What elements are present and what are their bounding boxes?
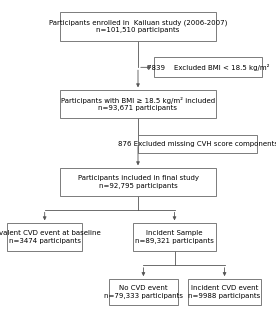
Text: Participants enrolled in  Kailuan study (2006-2007)
n=101,510 participants: Participants enrolled in Kailuan study (…: [49, 19, 227, 33]
Text: 876 Excluded missing CVH score components: 876 Excluded missing CVH score component…: [118, 141, 276, 147]
Text: Participants with BMI ≥ 18.5 kg/m² included
n=93,671 participants: Participants with BMI ≥ 18.5 kg/m² inclu…: [61, 97, 215, 111]
FancyBboxPatch shape: [60, 12, 216, 41]
Text: 7839    Excluded BMI < 18.5 kg/m²: 7839 Excluded BMI < 18.5 kg/m²: [147, 64, 270, 71]
Text: No CVD event
n=79,333 participants: No CVD event n=79,333 participants: [104, 285, 183, 299]
FancyBboxPatch shape: [188, 279, 261, 305]
Text: Incident CVD event
n=9988 participants: Incident CVD event n=9988 participants: [189, 285, 261, 299]
FancyBboxPatch shape: [7, 223, 82, 251]
Text: Incident Sample
n=89,321 participants: Incident Sample n=89,321 participants: [135, 230, 214, 244]
FancyBboxPatch shape: [138, 134, 257, 153]
FancyBboxPatch shape: [154, 57, 262, 77]
Text: Prevalent CVD event at baseline
n=3474 participants: Prevalent CVD event at baseline n=3474 p…: [0, 230, 101, 244]
FancyBboxPatch shape: [109, 279, 178, 305]
FancyBboxPatch shape: [60, 168, 216, 196]
FancyBboxPatch shape: [132, 223, 216, 251]
Text: Participants included in final study
n=92,795 participants: Participants included in final study n=9…: [78, 175, 198, 189]
FancyBboxPatch shape: [60, 90, 216, 118]
